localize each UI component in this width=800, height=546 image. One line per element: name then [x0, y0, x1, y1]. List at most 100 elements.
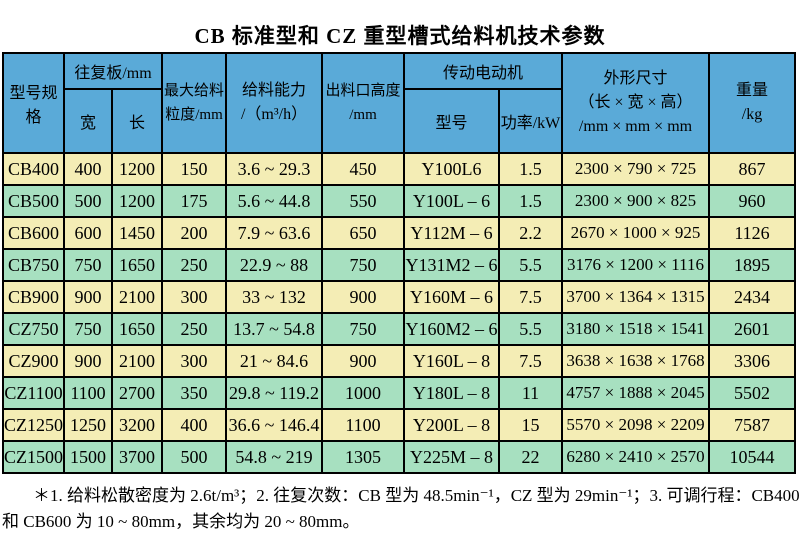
- cell-plate-length: 3200: [111, 408, 164, 442]
- cell-max-size: 300: [161, 344, 228, 378]
- cell-max-size: 150: [161, 152, 228, 186]
- cell-plate-width: 750: [63, 312, 114, 346]
- cell-plate-width: 600: [63, 216, 114, 250]
- cell-capacity: 5.6 ~ 44.8: [225, 184, 324, 218]
- cell-max-size: 350: [161, 376, 228, 410]
- cell-plate-width: 1250: [63, 408, 114, 442]
- cell-plate-length: 2700: [111, 376, 164, 410]
- cell-dimensions: 3638 × 1638 × 1768: [561, 344, 711, 378]
- cell-weight: 3306: [708, 344, 797, 378]
- col-header-outlet-line2: /mm: [349, 107, 377, 123]
- col-header-plate-length: 长: [111, 88, 164, 154]
- cell-max-size: 300: [161, 280, 228, 314]
- cell-outlet-height: 900: [321, 344, 406, 378]
- cell-weight: 7587: [708, 408, 797, 442]
- table-row: CZ900 900 2100 300 21 ~ 84.6 900 Y160L –…: [1, 344, 797, 378]
- cell-plate-length: 1650: [111, 248, 164, 282]
- cell-weight: 960: [708, 184, 797, 218]
- cell-capacity: 3.6 ~ 29.3: [225, 152, 324, 186]
- col-header-weight-line1: 重量: [736, 82, 769, 99]
- cell-motor-model: Y225M – 8: [403, 440, 501, 474]
- cell-plate-length: 1450: [111, 216, 164, 250]
- cell-plate-width: 400: [63, 152, 114, 186]
- cell-outlet-height: 1000: [321, 376, 406, 410]
- cell-capacity: 33 ~ 132: [225, 280, 324, 314]
- cell-max-size: 200: [161, 216, 228, 250]
- cell-motor-power: 1.5: [498, 152, 564, 186]
- cell-capacity: 22.9 ~ 88: [225, 248, 324, 282]
- table-header: 型号规格 往复板/mm 最大给料 粒度/mm 给料能力 /（m³/h） 出料口高…: [1, 52, 797, 154]
- cell-weight: 10544: [708, 440, 797, 474]
- cell-model: CB500: [1, 184, 66, 218]
- cell-motor-power: 15: [498, 408, 564, 442]
- cell-weight: 2434: [708, 280, 797, 314]
- cell-motor-power: 2.2: [498, 216, 564, 250]
- cell-plate-width: 750: [63, 248, 114, 282]
- header-sub-row: 宽 长 型号 功率/kW: [3, 88, 795, 154]
- cell-motor-model: Y160L – 8: [403, 344, 501, 378]
- cell-motor-power: 22: [498, 440, 564, 474]
- cell-capacity: 21 ~ 84.6: [225, 344, 324, 378]
- cell-dimensions: 6280 × 2410 × 2570: [561, 440, 711, 474]
- table-row: CB900 900 2100 300 33 ~ 132 900 Y160M – …: [1, 280, 797, 314]
- cell-model: CB400: [1, 152, 66, 186]
- col-header-outlet-line1: 出料口高度: [325, 83, 401, 99]
- cell-max-size: 250: [161, 248, 228, 282]
- cell-motor-power: 1.5: [498, 184, 564, 218]
- col-header-dims-line1: 外形尺寸: [603, 70, 668, 87]
- col-header-dims-line3: /mm × mm × mm: [578, 118, 693, 135]
- cell-motor-model: Y200L – 8: [403, 408, 501, 442]
- cell-outlet-height: 750: [321, 312, 406, 346]
- cell-capacity: 7.9 ~ 63.6: [225, 216, 324, 250]
- col-header-weight-line2: /kg: [741, 106, 763, 123]
- col-header-weight: 重量 /kg: [708, 52, 797, 154]
- col-header-capacity-line2: /（m³/h）: [240, 106, 308, 123]
- col-header-plate-width: 宽: [63, 88, 114, 154]
- cell-outlet-height: 650: [321, 216, 406, 250]
- footnote-line-2: 和 CB600 为 10 ~ 80mm，其余均为 20 ~ 80mm。: [2, 512, 360, 531]
- cell-capacity: 54.8 ~ 219: [225, 440, 324, 474]
- cell-outlet-height: 750: [321, 248, 406, 282]
- cell-motor-power: 5.5: [498, 248, 564, 282]
- cell-motor-model: Y112M – 6: [403, 216, 501, 250]
- col-header-model: 型号规格: [1, 52, 66, 154]
- cell-dimensions: 2300 × 790 × 725: [561, 152, 711, 186]
- table-row: CZ750 750 1650 250 13.7 ~ 54.8 750 Y160M…: [1, 312, 797, 346]
- cell-max-size: 400: [161, 408, 228, 442]
- cell-model: CB900: [1, 280, 66, 314]
- cell-plate-width: 1500: [63, 440, 114, 474]
- footnote-line-1: ＊1. 给料松散密度为 2.6t/m³；2. 往复次数：CB 型为 48.5mi…: [33, 486, 800, 505]
- cell-max-size: 250: [161, 312, 228, 346]
- cell-model: CZ900: [1, 344, 66, 378]
- cell-motor-model: Y100L – 6: [403, 184, 501, 218]
- cell-model: CZ1100: [1, 376, 66, 410]
- cell-plate-width: 500: [63, 184, 114, 218]
- table-row: CZ1500 1500 3700 500 54.8 ~ 219 1305 Y22…: [1, 440, 797, 474]
- header-group-row: 型号规格 往复板/mm 最大给料 粒度/mm 给料能力 /（m³/h） 出料口高…: [1, 52, 797, 154]
- cell-motor-power: 5.5: [498, 312, 564, 346]
- cell-outlet-height: 1100: [321, 408, 406, 442]
- cell-model: CB750: [1, 248, 66, 282]
- cell-motor-model: Y131M2 – 6: [403, 248, 501, 282]
- feeder-spec-table: 型号规格 往复板/mm 最大给料 粒度/mm 给料能力 /（m³/h） 出料口高…: [1, 52, 797, 474]
- table-row: CB500 500 1200 175 5.6 ~ 44.8 550 Y100L …: [1, 184, 797, 218]
- cell-outlet-height: 550: [321, 184, 406, 218]
- cell-dimensions: 3180 × 1518 × 1541: [561, 312, 711, 346]
- col-header-motor-group: 传动电动机: [403, 52, 564, 90]
- cell-weight: 1126: [708, 216, 797, 250]
- cell-weight: 2601: [708, 312, 797, 346]
- table-row: CB600 600 1450 200 7.9 ~ 63.6 650 Y112M …: [1, 216, 797, 250]
- col-header-motor-model: 型号: [403, 88, 501, 154]
- cell-max-size: 175: [161, 184, 228, 218]
- cell-dimensions: 2670 × 1000 × 925: [561, 216, 711, 250]
- table-row: CZ1100 1100 2700 350 29.8 ~ 119.2 1000 Y…: [1, 376, 797, 410]
- cell-plate-length: 3700: [111, 440, 164, 474]
- cell-motor-model: Y160M – 6: [403, 280, 501, 314]
- cell-model: CZ1500: [1, 440, 66, 474]
- cell-weight: 1895: [708, 248, 797, 282]
- cell-motor-model: Y160M2 – 6: [403, 312, 501, 346]
- col-header-plate-group: 往复板/mm: [63, 52, 164, 90]
- cell-plate-length: 1650: [111, 312, 164, 346]
- table-row: CB750 750 1650 250 22.9 ~ 88 750 Y131M2 …: [1, 248, 797, 282]
- cell-motor-power: 7.5: [498, 280, 564, 314]
